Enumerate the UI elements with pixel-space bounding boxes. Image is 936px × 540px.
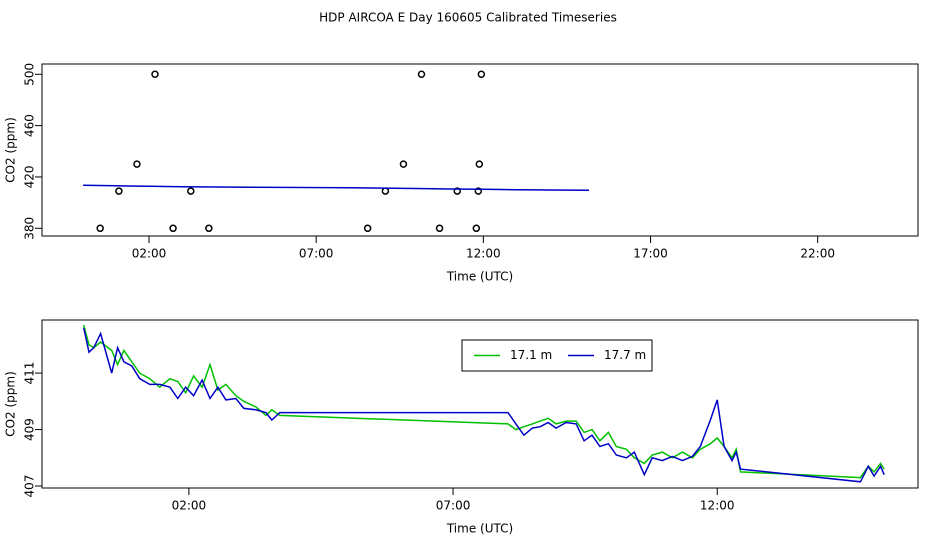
data-point [453,187,462,195]
y-axis-label: CO2 (ppm) [4,117,18,183]
y-tick-label: 411 [23,362,37,385]
y-axis-label: CO2 (ppm) [4,371,18,437]
data-point [475,160,484,168]
data-line [82,327,885,483]
x-tick-label: 17:00 [633,247,668,261]
data-point [417,70,426,79]
x-tick-label: 02:00 [172,499,207,513]
x-tick-label: 12:00 [466,247,501,261]
x-tick-label: 12:00 [700,499,735,513]
data-point [169,224,177,233]
plot-box [41,63,919,237]
y-tick-label: 500 [23,63,37,86]
y-tick-label: 420 [23,166,37,189]
data-point [151,70,159,79]
data-line [83,184,590,192]
data-point [133,160,141,168]
x-tick-label: 07:00 [436,499,471,513]
data-point [474,187,483,195]
x-tick-label: 22:00 [800,247,835,261]
plot-box [41,319,919,489]
data-point [187,187,195,195]
y-tick-label: 460 [23,114,37,137]
x-tick-label: 02:00 [132,247,167,261]
data-point [472,224,481,233]
y-tick-label: 380 [23,217,37,240]
data-point [381,187,390,195]
y-tick-label: 409 [23,418,37,441]
data-point [363,224,372,233]
legend-label: 17.7 m [604,348,646,362]
x-tick-label: 07:00 [299,247,334,261]
x-axis-label: Time (UTC) [446,270,513,284]
legend-label: 17.1 m [510,348,552,362]
data-point [477,70,486,79]
x-axis-label: Time (UTC) [446,522,513,536]
data-point [96,224,104,233]
data-point [399,160,408,168]
y-tick-label: 407 [23,475,37,498]
data-point [205,224,213,233]
page-title: HDP AIRCOA E Day 160605 Calibrated Times… [319,11,617,25]
data-point [435,224,444,233]
data-point [115,187,123,195]
